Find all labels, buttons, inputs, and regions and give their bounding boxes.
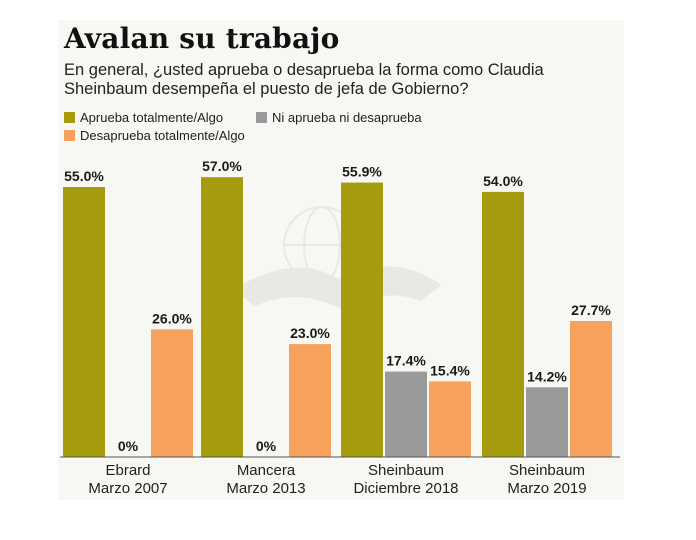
aprueba-totalmente-algo-bar-3 [341,182,383,457]
desaprueba-totalmente-algo-bar-4-value-label: 27.7% [571,302,611,318]
category-label-2-line-1: Mancera [237,462,296,479]
ni-aprueba-ni-desaprueba-bar-1-value-label: 0% [118,438,139,454]
legend-item-aprueba: Aprueba totalmente/Algo [64,110,223,125]
watermark-emblem [233,206,442,312]
ni-aprueba-ni-desaprueba-bar-4 [526,387,568,457]
aprueba-totalmente-algo-bar-1 [63,187,105,457]
ni-aprueba-ni-desaprueba-bar-3-value-label: 17.4% [386,353,426,369]
category-label-3-line-1: Sheinbaum [368,462,444,479]
desaprueba-totalmente-algo-bar-2 [289,344,331,457]
legend-swatch-aprueba [64,112,75,123]
aprueba-totalmente-algo-bar-4 [482,191,524,457]
category-label-1-line-1: Ebrard [105,462,150,479]
aprueba-totalmente-algo-bar-2-value-label: 57.0% [202,158,242,174]
chart-subtitle: En general, ¿usted aprueba o desaprueba … [64,61,544,98]
category-label-2-line-2: Marzo 2013 [226,480,305,497]
category-label-3-line-2: Diciembre 2018 [353,480,458,497]
ni-aprueba-ni-desaprueba-bar-3 [385,371,427,457]
desaprueba-totalmente-algo-bar-4 [570,321,612,457]
legend-swatch-ni [256,112,267,123]
legend-item-ni: Ni aprueba ni desaprueba [256,110,422,125]
aprueba-totalmente-algo-bar-1-value-label: 55.0% [64,168,104,184]
legend-label-ni: Ni aprueba ni desaprueba [272,110,422,125]
aprueba-totalmente-algo-bar-4-value-label: 54.0% [483,173,523,189]
ni-aprueba-ni-desaprueba-bar-4-value-label: 14.2% [527,368,567,384]
desaprueba-totalmente-algo-bar-3 [429,381,471,457]
chart-title: Avalan su trabajo [64,22,340,55]
ni-aprueba-ni-desaprueba-bar-2-value-label: 0% [256,438,277,454]
category-label-4-line-2: Marzo 2019 [507,480,586,497]
desaprueba-totalmente-algo-bar-2-value-label: 23.0% [290,325,330,341]
category-label-4-line-1: Sheinbaum [509,462,585,479]
aprueba-totalmente-algo-bar-3-value-label: 55.9% [342,164,382,180]
category-label-1-line-2: Marzo 2007 [88,480,167,497]
legend-label-desaprueba: Desaprueba totalmente/Algo [80,128,245,143]
legend-item-desaprueba: Desaprueba totalmente/Algo [64,128,245,143]
aprueba-totalmente-algo-bar-2 [201,177,243,457]
legend-swatch-desaprueba [64,130,75,141]
desaprueba-totalmente-algo-bar-1 [151,329,193,457]
desaprueba-totalmente-algo-bar-1-value-label: 26.0% [152,310,192,326]
legend-label-aprueba: Aprueba totalmente/Algo [80,110,224,125]
desaprueba-totalmente-algo-bar-3-value-label: 15.4% [430,362,470,378]
